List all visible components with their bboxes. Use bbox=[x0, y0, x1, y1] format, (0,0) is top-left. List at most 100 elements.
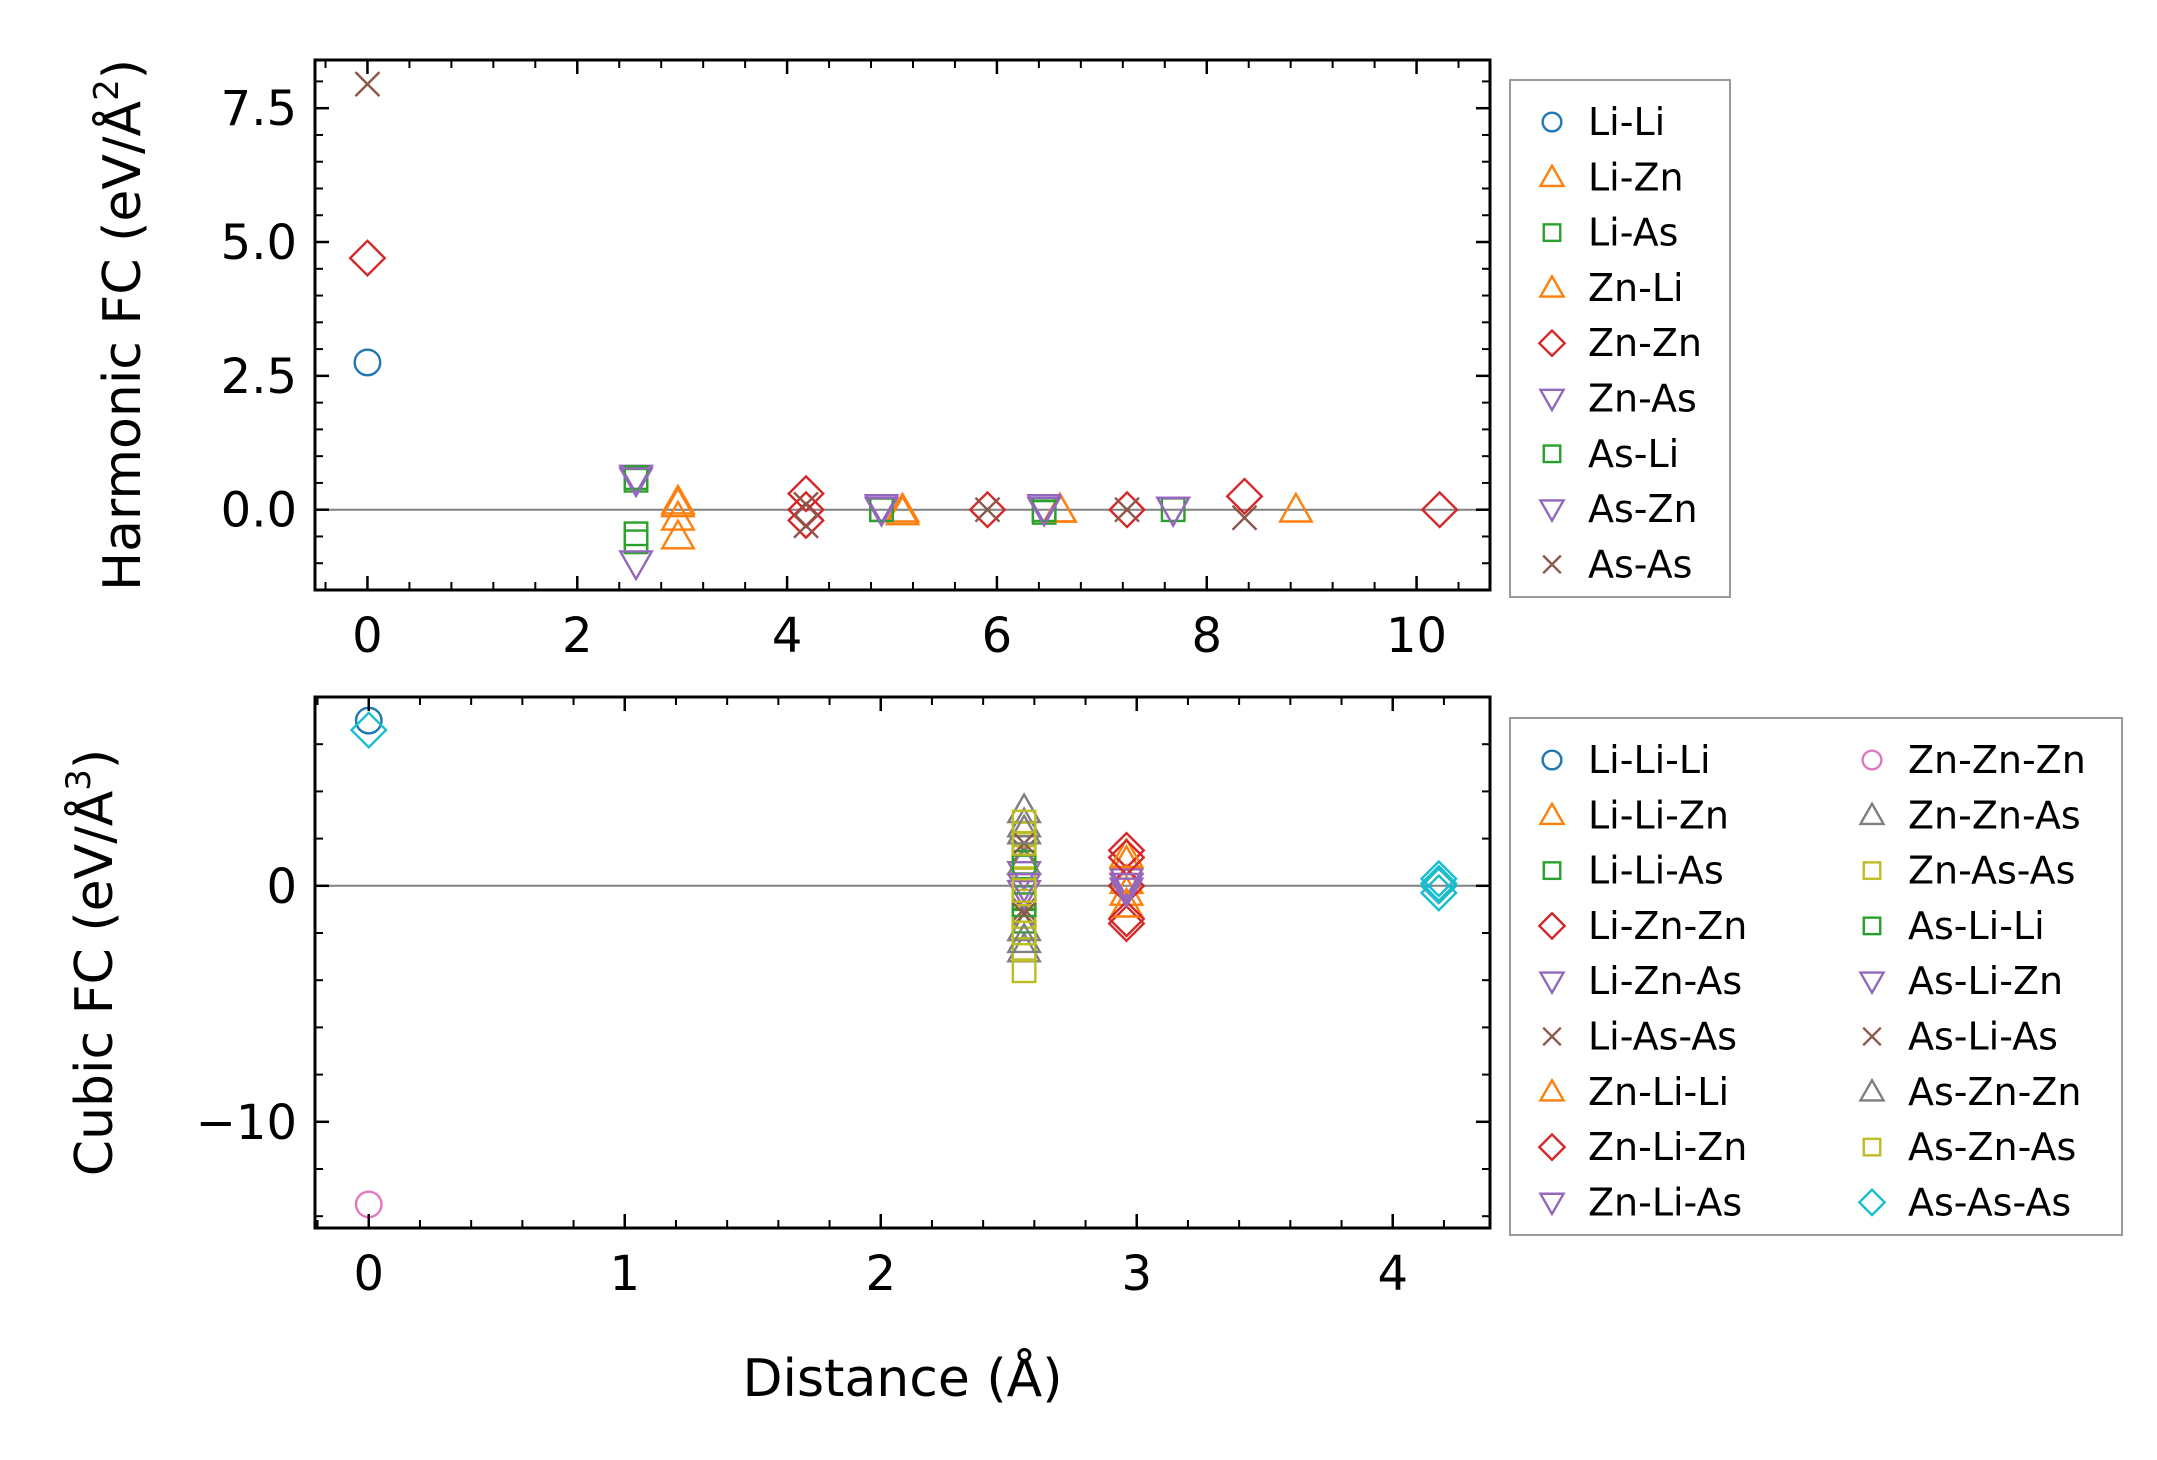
data-point-zn-zn-4 bbox=[968, 490, 1007, 529]
data-point-as-zn-zn-1 bbox=[1006, 921, 1042, 954]
legend-marker-zn-li-as bbox=[1538, 1192, 1566, 1217]
legend-label: Zn-Li-Li bbox=[1588, 1070, 1729, 1114]
legend-label: Li-Zn-Zn bbox=[1588, 904, 1747, 948]
series-zn-li-as bbox=[1006, 872, 1145, 912]
legend-item-zn-zn: Zn-Zn bbox=[1537, 321, 1702, 365]
series-zn-li-li bbox=[1108, 836, 1145, 918]
x-tick-label: 2 bbox=[865, 1246, 896, 1302]
legend-item-as-zn-zn: As-Zn-Zn bbox=[1858, 1070, 2081, 1114]
data-point-as-zn-as-1 bbox=[1011, 878, 1037, 903]
legend-marker-zn-li-zn bbox=[1537, 1132, 1567, 1162]
data-point-zn-zn-5 bbox=[1108, 490, 1146, 529]
x-tick-label: 0 bbox=[353, 1246, 384, 1302]
data-point-as-as-3 bbox=[974, 496, 1001, 523]
legend-marker-zn-li bbox=[1538, 273, 1566, 298]
data-point-zn-zn-1 bbox=[787, 474, 825, 513]
x-tick-label: 4 bbox=[772, 608, 803, 664]
x-tick-label: 0 bbox=[352, 608, 383, 664]
data-point-as-zn-2 bbox=[1026, 496, 1062, 528]
data-point-zn-li-li-0 bbox=[1108, 836, 1145, 869]
legend-label: Li-Li-As bbox=[1588, 849, 1724, 893]
data-point-zn-as-2 bbox=[863, 494, 900, 526]
legend: Li-Li-Li Li-Li-Zn Li-Li-As Li-Zn-Zn Li-Zn-As… bbox=[1509, 717, 2123, 1236]
x-tick-label: 6 bbox=[982, 608, 1013, 664]
data-point-as-zn-0 bbox=[618, 467, 654, 499]
data-point-li-zn-5 bbox=[1278, 491, 1314, 523]
data-point-as-as-as-4 bbox=[1419, 864, 1458, 903]
legend-item-as-li-as: As-Li-As bbox=[1862, 1015, 2058, 1059]
legend-label: As-Li-Li bbox=[1908, 904, 2045, 948]
series-zn-zn-zn bbox=[354, 1190, 383, 1219]
legend-label: As-Zn-Zn bbox=[1908, 1070, 2081, 1114]
cubic-panel: 0 1 2 3 4 −10 0 Cubic FC (eV/Å3) Distance (Å) Li-… bbox=[59, 695, 2123, 1409]
legend-marker-as-li-zn bbox=[1858, 971, 1886, 996]
legend-label: Zn-Li-Zn bbox=[1588, 1125, 1747, 1169]
series-as-zn-zn bbox=[1006, 813, 1042, 954]
legend-item-as-zn-as: As-Zn-As bbox=[1862, 1125, 2076, 1169]
legend-item-zn-as: Zn-As bbox=[1538, 377, 1697, 421]
legend-label: Li-Zn bbox=[1588, 155, 1684, 199]
series-li-as bbox=[623, 467, 1186, 555]
data-point-as-as-as-0 bbox=[349, 711, 388, 749]
legend-marker-li-zn bbox=[1538, 163, 1566, 188]
legend-item-li-as-as: Li-As-As bbox=[1542, 1015, 1737, 1059]
series-li-zn-as bbox=[1006, 860, 1145, 900]
legend-marker-as-zn-zn bbox=[1858, 1077, 1886, 1102]
legend-item-li-li-zn: Li-Li-Zn bbox=[1538, 793, 1729, 837]
series-as-zn bbox=[618, 467, 1191, 528]
data-point-as-zn-as-2 bbox=[1011, 920, 1037, 946]
legend-marker-zn-zn-zn bbox=[1861, 749, 1883, 771]
series-as-as bbox=[354, 71, 1258, 539]
data-point-zn-as-1 bbox=[618, 550, 654, 582]
data-point-zn-as-as-6 bbox=[1011, 958, 1037, 984]
legend-marker-zn-as bbox=[1538, 388, 1566, 413]
legend-item-li-as: Li-As bbox=[1542, 211, 1678, 255]
legend-marker-as-zn bbox=[1538, 499, 1566, 524]
x-tick-label: 4 bbox=[1377, 1246, 1408, 1302]
legend-label: Li-Zn-As bbox=[1588, 959, 1742, 1003]
data-point-zn-as-as-5 bbox=[1011, 937, 1037, 962]
data-point-zn-zn-7 bbox=[1420, 490, 1459, 529]
legend-marker-as-as bbox=[1542, 554, 1562, 575]
legend-item-as-as: As-As bbox=[1542, 542, 1692, 586]
harmonic-panel: 0 2 4 6 8 10 0.0 2.5 5.0 7.5 Harmonic FC (eV/Å2) Li… bbox=[87, 58, 1731, 664]
legend-marker-as-zn-as bbox=[1862, 1137, 1882, 1157]
y-tick-label: 2.5 bbox=[221, 349, 297, 405]
legend-marker-as-li bbox=[1542, 444, 1562, 464]
data-point-zn-li-0 bbox=[660, 486, 696, 518]
legend-label: As-As bbox=[1588, 542, 1692, 586]
data-point-zn-zn-3 bbox=[787, 501, 825, 540]
data-point-li-as-1 bbox=[623, 521, 649, 547]
y-tick-label: 0 bbox=[266, 859, 297, 915]
data-point-li-zn-0 bbox=[660, 483, 696, 515]
legend-item-li-li-as: Li-Li-As bbox=[1542, 849, 1724, 893]
legend-marker-as-li-li bbox=[1862, 916, 1882, 936]
x-tick-label: 8 bbox=[1191, 608, 1222, 664]
data-point-as-as-2 bbox=[793, 512, 819, 539]
series-as-li-zn bbox=[1006, 872, 1145, 909]
legend-label: Zn-Li-As bbox=[1588, 1180, 1742, 1224]
data-point-zn-li-1 bbox=[884, 491, 921, 523]
data-point-as-li-li-1 bbox=[1011, 892, 1037, 918]
y-tick-label: 5.0 bbox=[221, 215, 297, 271]
legend-item-zn-zn-as: Zn-Zn-As bbox=[1858, 793, 2081, 837]
data-point-as-as-as-3 bbox=[1419, 873, 1458, 912]
series-zn-zn bbox=[348, 239, 1459, 540]
legend-item-zn-li: Zn-Li bbox=[1538, 266, 1684, 310]
legend-item-as-li-zn: As-Li-Zn bbox=[1858, 959, 2063, 1003]
legend-marker-li-zn-as bbox=[1538, 971, 1566, 996]
data-point-as-li-zn-0 bbox=[1006, 872, 1042, 904]
series-zn-li-zn bbox=[1107, 838, 1458, 938]
y-tick-label: −10 bbox=[196, 1095, 297, 1151]
legend-marker-as-as-as bbox=[1857, 1188, 1887, 1217]
data-point-li-zn-zn-2 bbox=[1107, 904, 1146, 943]
series-li-zn bbox=[660, 483, 1314, 550]
data-point-zn-li-zn-1 bbox=[1107, 899, 1146, 938]
legend-item-li-li: Li-Li bbox=[1541, 100, 1665, 144]
y-tick-label: 0.0 bbox=[221, 483, 297, 539]
legend-item-zn-li-zn: Zn-Li-Zn bbox=[1537, 1125, 1747, 1169]
data-point-li-as-2 bbox=[623, 529, 649, 555]
x-tick-label: 3 bbox=[1121, 1246, 1152, 1302]
legend-item-li-zn-as: Li-Zn-As bbox=[1538, 959, 1742, 1003]
data-point-as-as-4 bbox=[1114, 496, 1140, 523]
